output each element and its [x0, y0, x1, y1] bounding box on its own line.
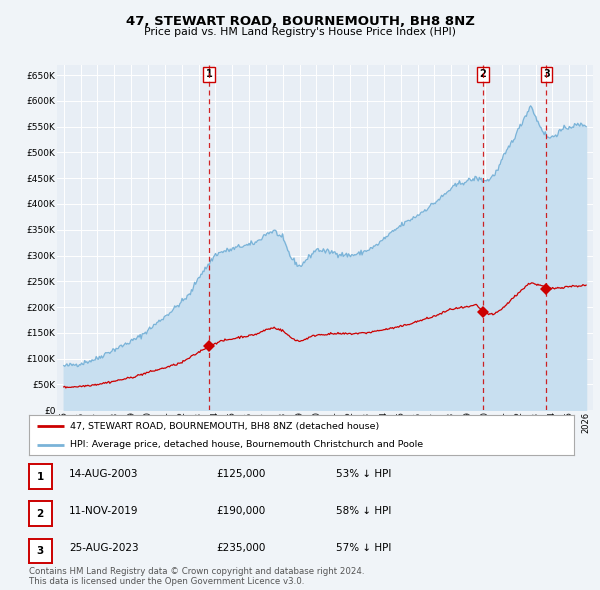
Text: 2: 2 [479, 69, 486, 79]
Text: £125,000: £125,000 [216, 469, 265, 478]
Text: 1: 1 [37, 472, 44, 481]
Text: 2: 2 [37, 509, 44, 519]
Text: 3: 3 [543, 69, 550, 79]
Text: HPI: Average price, detached house, Bournemouth Christchurch and Poole: HPI: Average price, detached house, Bour… [70, 440, 423, 449]
Text: 53% ↓ HPI: 53% ↓ HPI [336, 469, 391, 478]
Text: 25-AUG-2023: 25-AUG-2023 [69, 543, 139, 553]
Text: 1: 1 [206, 69, 212, 79]
Text: 57% ↓ HPI: 57% ↓ HPI [336, 543, 391, 553]
Text: This data is licensed under the Open Government Licence v3.0.: This data is licensed under the Open Gov… [29, 577, 304, 586]
Text: £235,000: £235,000 [216, 543, 265, 553]
Text: 47, STEWART ROAD, BOURNEMOUTH, BH8 8NZ: 47, STEWART ROAD, BOURNEMOUTH, BH8 8NZ [125, 15, 475, 28]
Text: 58% ↓ HPI: 58% ↓ HPI [336, 506, 391, 516]
Text: 3: 3 [37, 546, 44, 556]
Text: 47, STEWART ROAD, BOURNEMOUTH, BH8 8NZ (detached house): 47, STEWART ROAD, BOURNEMOUTH, BH8 8NZ (… [70, 422, 379, 431]
Text: £190,000: £190,000 [216, 506, 265, 516]
Text: 14-AUG-2003: 14-AUG-2003 [69, 469, 139, 478]
Text: Contains HM Land Registry data © Crown copyright and database right 2024.: Contains HM Land Registry data © Crown c… [29, 566, 364, 576]
Text: Price paid vs. HM Land Registry's House Price Index (HPI): Price paid vs. HM Land Registry's House … [144, 27, 456, 37]
Text: 11-NOV-2019: 11-NOV-2019 [69, 506, 139, 516]
